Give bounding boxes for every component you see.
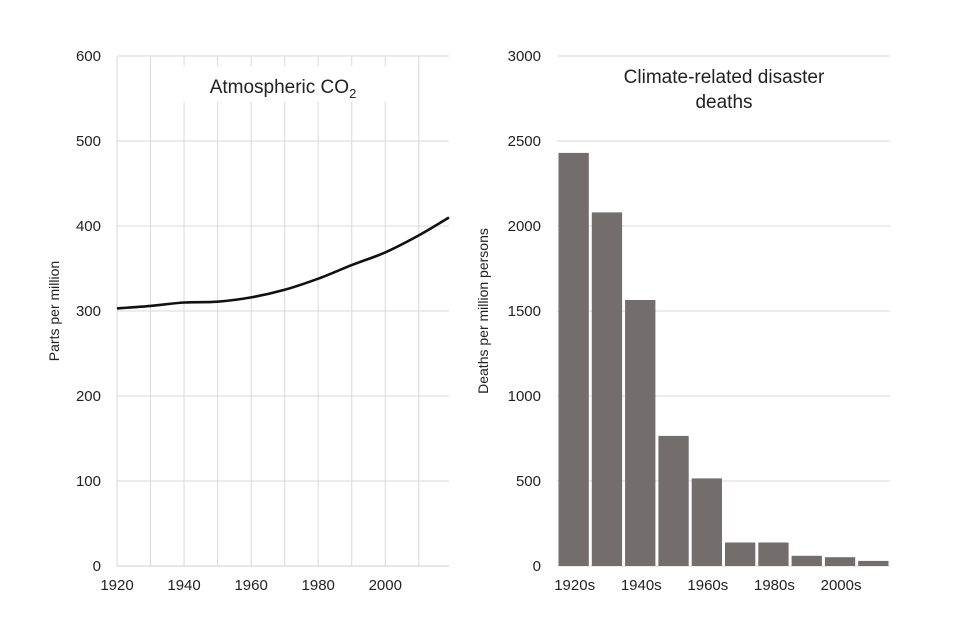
co2-y-axis: 0 100 200 300 400 500 600 bbox=[76, 48, 101, 575]
deaths-bar-1960s bbox=[691, 478, 722, 566]
deaths-y-tick-label: 500 bbox=[516, 473, 541, 490]
deaths-y-tick-label: 1000 bbox=[508, 388, 541, 405]
deaths-y-tick-label: 2500 bbox=[508, 133, 541, 150]
deaths-x-tick-label: 1960s bbox=[687, 577, 728, 594]
deaths-bars bbox=[558, 152, 889, 566]
deaths-x-tick-label: 1940s bbox=[621, 577, 662, 594]
co2-x-tick-label: 1940 bbox=[167, 577, 200, 594]
deaths-chart-title-line2: deaths bbox=[695, 92, 752, 113]
deaths-y-tick-label: 0 bbox=[533, 558, 541, 575]
deaths-title-background bbox=[590, 60, 858, 120]
co2-x-tick-label: 1960 bbox=[234, 577, 267, 594]
co2-y-tick-label: 600 bbox=[76, 48, 101, 65]
deaths-bar-2000s bbox=[824, 557, 856, 566]
co2-x-axis: 1920 1940 1960 1980 2000 bbox=[100, 577, 402, 594]
co2-y-tick-label: 0 bbox=[93, 558, 101, 575]
deaths-x-axis: 1920s 1940s 1960s 1980s 2000s bbox=[554, 577, 861, 594]
deaths-x-tick-label: 2000s bbox=[821, 577, 862, 594]
deaths-bar-1940s bbox=[625, 300, 656, 566]
co2-y-tick-label: 500 bbox=[76, 133, 101, 150]
deaths-bar-1920s bbox=[558, 152, 589, 566]
co2-y-tick-label: 400 bbox=[76, 218, 101, 235]
deaths-bar-1970s bbox=[725, 542, 756, 566]
deaths-bar-1930s bbox=[591, 212, 623, 566]
deaths-bar-1990s bbox=[791, 555, 822, 566]
co2-x-tick-label: 2000 bbox=[369, 577, 402, 594]
co2-y-tick-label: 200 bbox=[76, 388, 101, 405]
deaths-x-tick-label: 1980s bbox=[754, 577, 795, 594]
co2-chart: 0 100 200 300 400 500 600 1920 1940 1960 1980 2000… bbox=[46, 48, 450, 594]
co2-y-tick-label: 300 bbox=[76, 303, 101, 320]
co2-series-line bbox=[116, 216, 450, 310]
co2-gridlines bbox=[116, 55, 449, 567]
co2-x-tick-label: 1920 bbox=[100, 577, 133, 594]
co2-x-tick-label: 1980 bbox=[302, 577, 335, 594]
co2-y-axis-label: Parts per million bbox=[46, 261, 62, 361]
deaths-bar-1980s bbox=[758, 542, 789, 566]
deaths-chart-title: Climate-related disaster bbox=[624, 67, 825, 88]
deaths-y-axis-label: Deaths per million persons bbox=[475, 228, 491, 394]
deaths-y-tick-label: 3000 bbox=[508, 48, 541, 65]
co2-chart-title: Atmospheric CO2 bbox=[210, 77, 357, 101]
deaths-x-tick-label: 1920s bbox=[554, 577, 595, 594]
deaths-bar-2010s bbox=[858, 560, 889, 566]
co2-y-tick-label: 100 bbox=[76, 473, 101, 490]
deaths-y-tick-label: 1500 bbox=[508, 303, 541, 320]
deaths-y-axis: 0 500 1000 1500 2000 2500 3000 bbox=[508, 48, 541, 575]
deaths-y-tick-label: 2000 bbox=[508, 218, 541, 235]
co2-title-background bbox=[180, 66, 390, 102]
deaths-bar-1950s bbox=[658, 435, 689, 566]
disaster-deaths-chart: 0 500 1000 1500 2000 2500 3000 1920s 1940s 1960s… bbox=[475, 48, 890, 594]
